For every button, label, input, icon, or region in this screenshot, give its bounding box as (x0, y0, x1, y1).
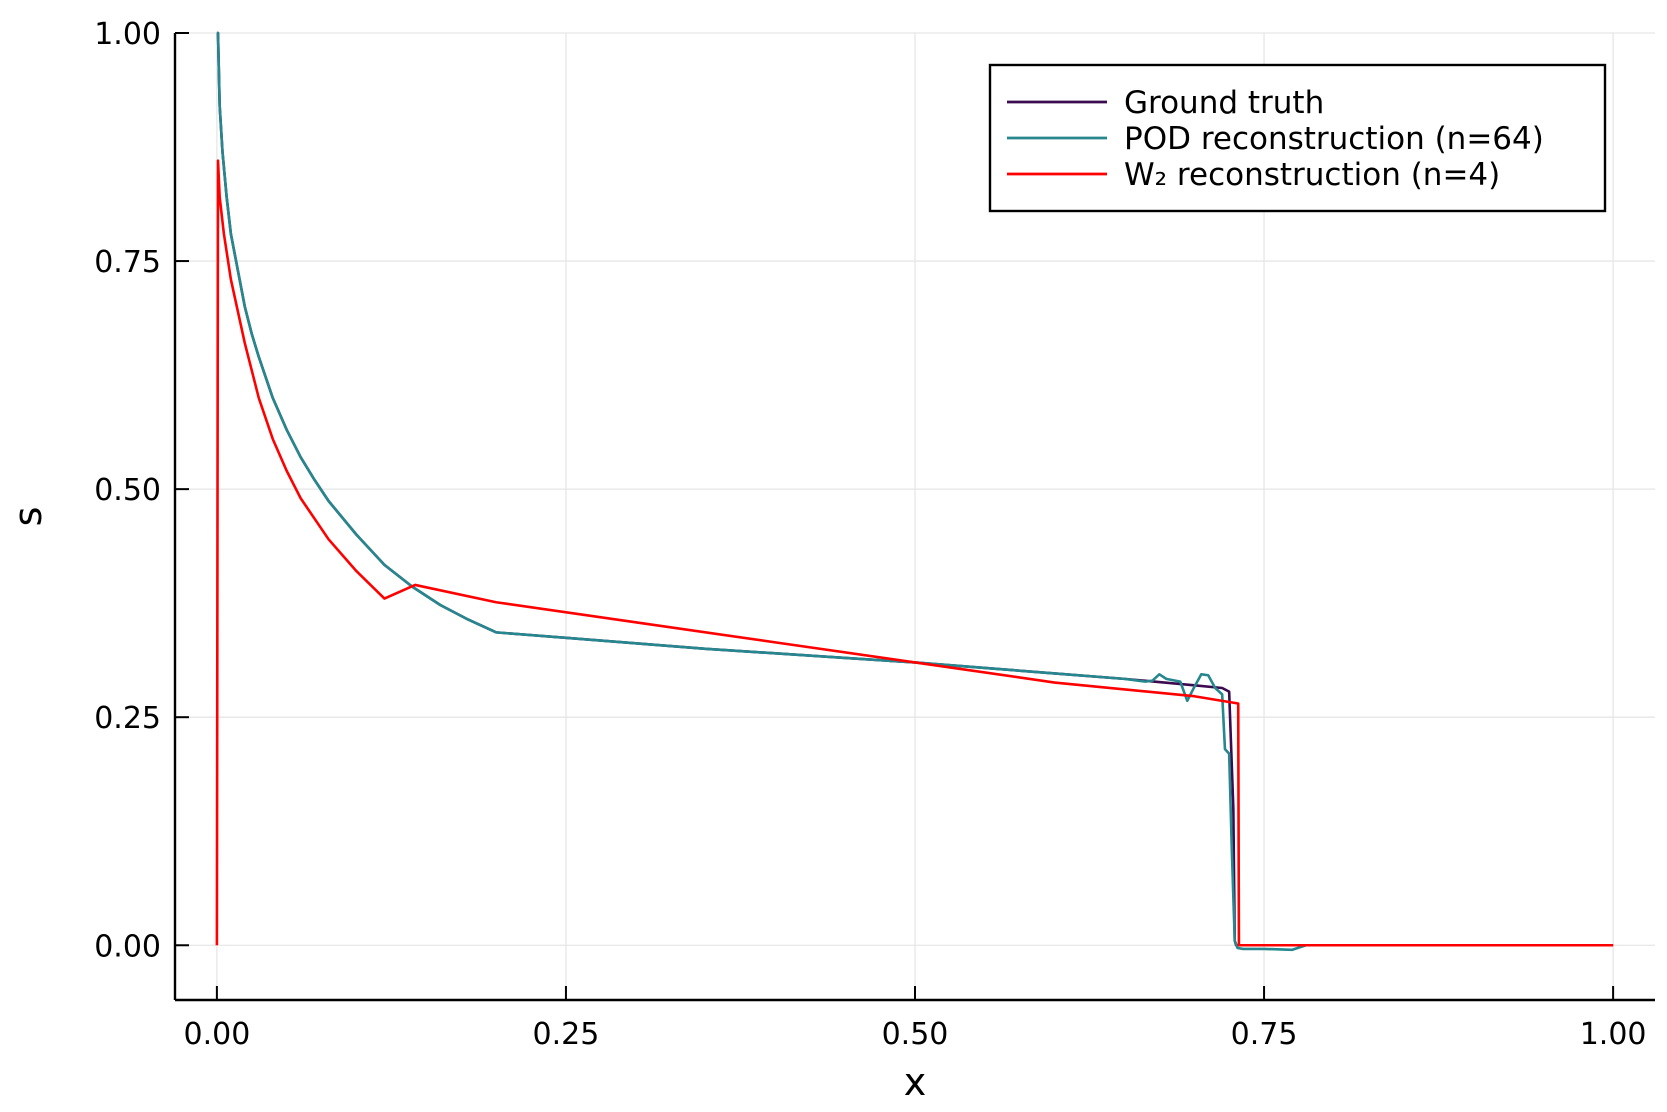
y-axis-title: s (6, 507, 50, 527)
grid-lines (175, 32, 1655, 1000)
y-tick-label: 0.75 (94, 245, 161, 280)
y-tick-label: 0.50 (94, 473, 161, 508)
legend-label: Ground truth (1124, 85, 1324, 121)
data-series (215, 31, 1614, 952)
y-tick-label: 0.25 (94, 701, 161, 736)
x-tick-label: 0.75 (1231, 1017, 1298, 1052)
legend-label: POD reconstruction (n=64) (1124, 121, 1544, 157)
x-tick-label: 0.00 (183, 1017, 250, 1052)
legend-label: W₂ reconstruction (n=4) (1124, 157, 1500, 193)
x-tick-label: 0.50 (882, 1017, 949, 1052)
series-line-3 (215, 159, 1614, 947)
series-line-2 (216, 31, 1614, 952)
x-tick-label: 1.00 (1580, 1017, 1647, 1052)
x-axis-title: x (904, 1060, 927, 1104)
y-tick-label: 0.00 (94, 929, 161, 964)
x-tick-label: 0.25 (533, 1017, 600, 1052)
ticks: 0.00 0.25 0.50 0.75 1.00 0.00 0.25 0.50 0.75 1.00 (94, 17, 1646, 1052)
y-tick-label: 1.00 (94, 17, 161, 52)
